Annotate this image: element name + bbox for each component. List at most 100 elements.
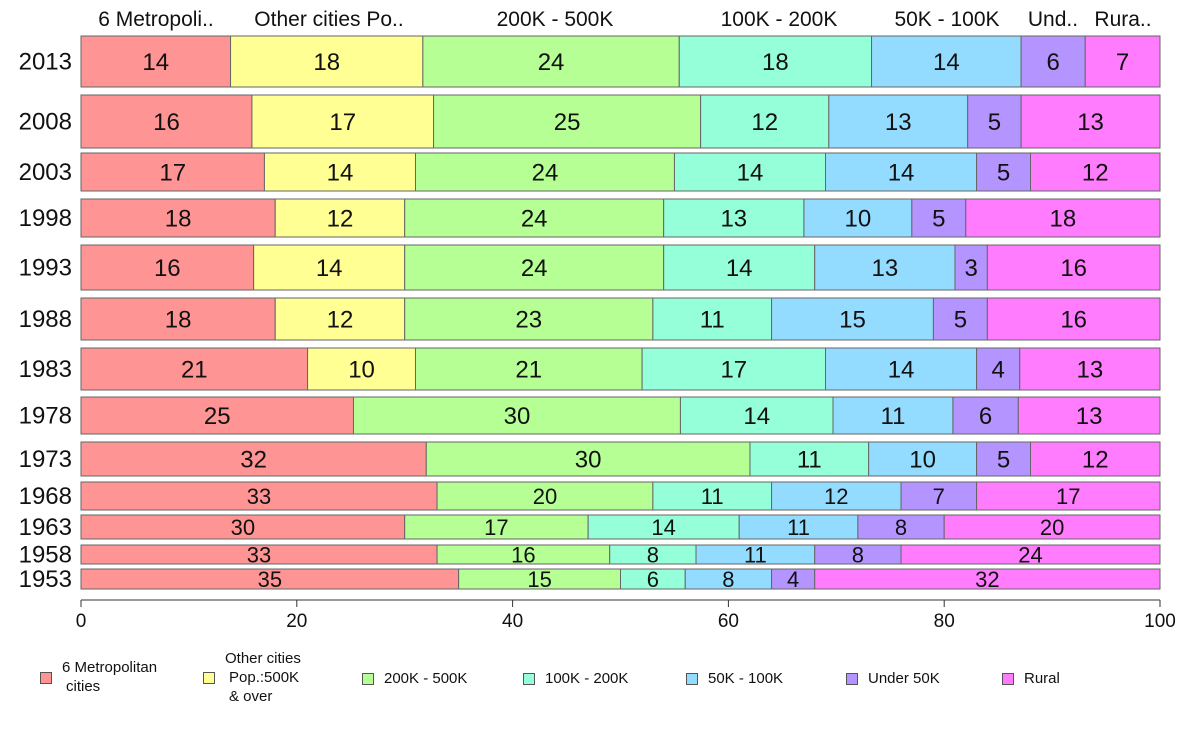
legend-label-line: 100K - 200K [545,670,629,687]
data-label: 18 [313,49,340,76]
data-label: 14 [327,160,354,187]
bar-segment [422,35,680,88]
data-label: 16 [1060,255,1087,282]
bar-segment [404,297,654,341]
bar-segment [1020,94,1161,149]
data-label: 12 [327,206,354,233]
legend-swatch [846,673,858,686]
data-label: 11 [881,403,906,430]
data-label: 8 [852,542,864,567]
bar-segment [230,35,424,88]
year-label: 1993 [19,255,72,282]
bar-segment [976,152,1032,192]
data-label: 16 [511,542,535,567]
bar-segment [986,244,1161,291]
data-label: 13 [1077,357,1104,384]
year-label: 1998 [19,205,72,232]
data-label: 33 [247,542,271,567]
bar-segment [1019,347,1161,391]
legend-label-line: 50K - 100K [708,670,784,687]
data-label: 8 [895,515,907,540]
data-label: 24 [532,160,559,187]
bar-segment [80,244,255,291]
data-label: 30 [231,515,255,540]
bar-segment [652,481,773,511]
year-label: 1978 [19,403,72,430]
data-label: 14 [316,255,343,282]
data-label: 16 [1060,307,1087,334]
legend-item: 200K - 500K [362,670,467,689]
bar-segment [967,94,1022,149]
bar-segment [641,347,827,391]
data-label: 30 [504,403,531,430]
bar-segment [954,244,988,291]
bar-segment [871,35,1022,88]
bar-segment [1030,441,1161,477]
top-header-5: Und.. [1028,8,1078,31]
bar-segment [80,396,354,435]
legend-label-line: cities [66,677,101,695]
bar-segment [663,198,805,238]
data-label: 25 [554,109,581,136]
data-label: 24 [1018,542,1042,567]
data-label: 32 [975,567,999,592]
legend-swatch [40,671,52,684]
legend-item: Other cities Pop.:500K & over [203,650,301,706]
bar-segment [652,297,773,341]
legend-swatch [1002,673,1014,686]
bar-segment [80,441,427,477]
bar-segment [900,544,1161,565]
bar-segment [900,481,978,511]
bar-segment [965,198,1161,238]
legend-swatch [523,673,535,686]
x-tick-label: 40 [502,611,523,632]
year-label: 2008 [19,109,72,136]
data-label: 12 [327,307,354,334]
bar-segment [274,297,406,341]
legend-label-line: & over [229,687,273,705]
top-header-3: 100K - 200K [721,8,838,31]
data-label: 12 [1082,447,1109,474]
data-label: 5 [954,307,967,334]
data-label: 14 [888,357,915,384]
data-label: 15 [527,567,551,592]
data-label: 33 [247,484,271,509]
year-label: 1963 [19,514,72,541]
bar-segment [425,441,751,477]
data-label: 21 [515,357,542,384]
legend-label-line: Under 50K [868,670,940,687]
bar-segment [80,94,253,149]
data-label: 17 [720,357,747,384]
data-label: 11 [744,542,767,567]
data-label: 30 [575,447,602,474]
data-label: 12 [751,109,778,136]
bar-segment [80,35,232,88]
bar-segment [414,347,643,391]
data-label: 5 [988,109,1001,136]
year-label: 1958 [19,542,72,569]
bar-segment [352,396,681,435]
legend-label: Under 50K [868,670,940,689]
data-label: 4 [787,567,799,592]
bar-segment [1030,152,1161,192]
bar-segment [857,514,945,540]
bar-segment [1017,396,1161,435]
year-label: 1953 [19,566,72,593]
data-label: 13 [720,206,747,233]
bar-segment [251,94,435,149]
top-header-2: 200K - 500K [497,8,614,31]
data-label: 3 [964,255,977,282]
year-label: 2003 [19,159,72,186]
x-tick-label: 60 [718,611,739,632]
data-label: 17 [329,109,356,136]
bar-segment [80,297,276,341]
data-label: 18 [1050,206,1077,233]
bar-segment [943,514,1161,540]
data-label: 14 [933,49,960,76]
bar-segment [678,35,873,88]
data-label: 18 [165,307,192,334]
bar-segment [952,396,1019,435]
year-label: 1983 [19,356,72,383]
data-label: 24 [521,255,548,282]
legend-label-line: Other cities [225,650,301,667]
